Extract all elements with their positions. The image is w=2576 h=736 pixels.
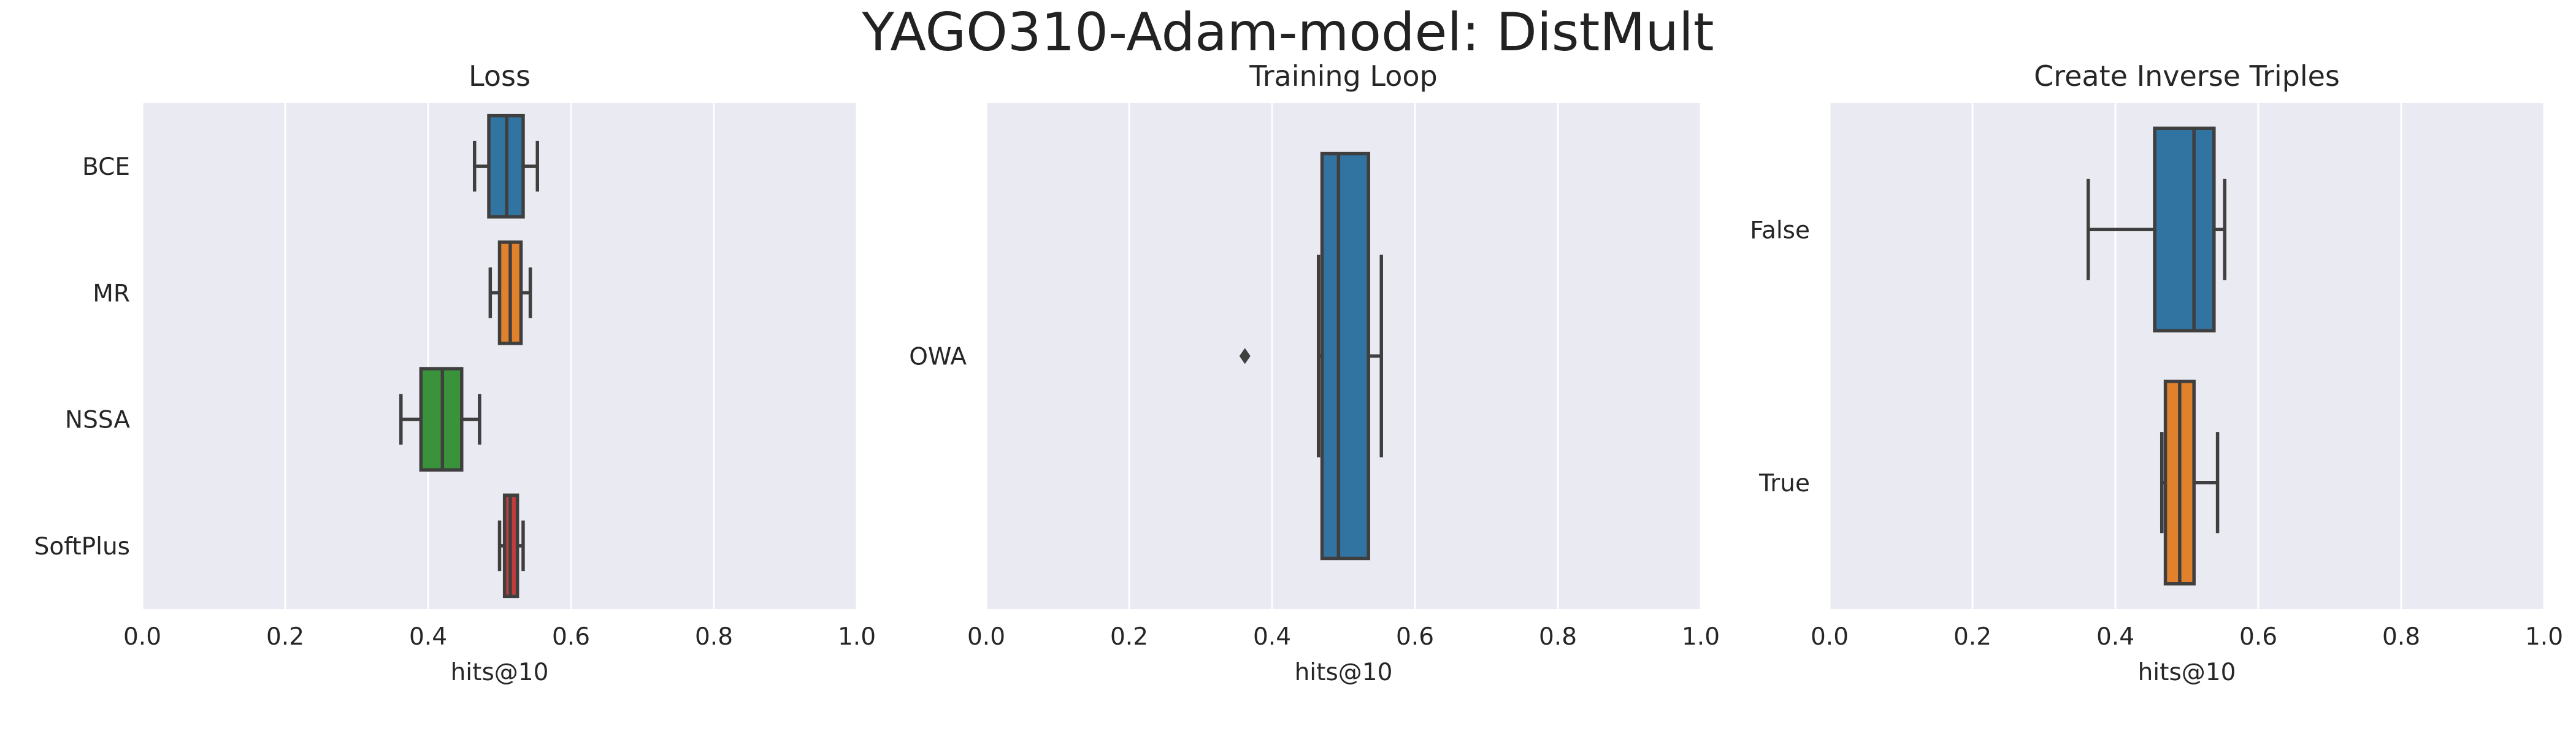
x-tick-label: 0.4 — [2096, 623, 2134, 651]
x-tick-label: 0.4 — [1253, 623, 1291, 651]
y-tick-label: True — [1758, 470, 1810, 497]
box-owa: OWA — [909, 151, 1383, 561]
x-tick-label: 0.2 — [1110, 623, 1148, 651]
x-tick-label: 1.0 — [1682, 623, 1720, 651]
x-tick-label: 0.6 — [2239, 623, 2277, 651]
y-tick-label: BCE — [82, 153, 130, 181]
x-axis-label: hits@10 — [2138, 659, 2236, 686]
x-tick-label: 0.8 — [1539, 623, 1577, 651]
box-nssa: NSSA — [65, 367, 481, 472]
x-tick-label: 0.6 — [552, 623, 590, 651]
x-tick-label: 0.2 — [266, 623, 304, 651]
x-axis-label: hits@10 — [1295, 659, 1393, 686]
x-tick-label: 0.8 — [2382, 623, 2420, 651]
panel-3: 0.0 0.2 0.4 0.6 0.8 1.0 Create Inverse Triples… — [1750, 59, 2563, 686]
panel-1: 0.0 0.2 0.4 0.6 0.8 1.0 Loss hits@10 BCE MR NSSA So… — [34, 59, 876, 686]
x-axis-label: hits@10 — [451, 659, 549, 686]
y-tick-label: OWA — [909, 343, 967, 371]
x-tick-label: 0.4 — [409, 623, 447, 651]
x-tick-label: 1.0 — [2525, 623, 2563, 651]
panels: 0.0 0.2 0.4 0.6 0.8 1.0 Loss hits@10 BCE MR NSSA So… — [34, 59, 2563, 686]
panel-title: Create Inverse Triples — [2034, 59, 2340, 93]
y-tick-label: MR — [93, 280, 130, 307]
y-tick-label: False — [1750, 217, 1810, 244]
box-iqr — [1320, 151, 1371, 561]
box-iqr — [2153, 126, 2216, 332]
x-tick-label: 0.2 — [1953, 623, 1991, 651]
box-softplus: SoftPlus — [34, 493, 525, 599]
figure-title: YAGO310-Adam-model: DistMult — [861, 2, 1714, 63]
box-false: False — [1750, 126, 2226, 332]
x-tick-label: 0.0 — [1811, 623, 1849, 651]
x-tick-label: 1.0 — [838, 623, 876, 651]
x-tick-label: 0.0 — [967, 623, 1005, 651]
panel-2: 0.0 0.2 0.4 0.6 0.8 1.0 Training Loop hits@10 OW… — [909, 59, 1720, 686]
x-tick-label: 0.6 — [1396, 623, 1434, 651]
outlier-point — [1239, 348, 1251, 364]
x-tick-label: 0.0 — [123, 623, 161, 651]
y-tick-label: SoftPlus — [34, 533, 130, 561]
box-bce: BCE — [82, 113, 539, 219]
x-tick-label: 0.8 — [695, 623, 733, 651]
box-mr: MR — [93, 240, 532, 345]
box-true: True — [1758, 380, 2220, 586]
panel-title: Loss — [469, 59, 531, 93]
panel-title: Training Loop — [1249, 59, 1437, 93]
y-tick-label: NSSA — [65, 407, 130, 434]
